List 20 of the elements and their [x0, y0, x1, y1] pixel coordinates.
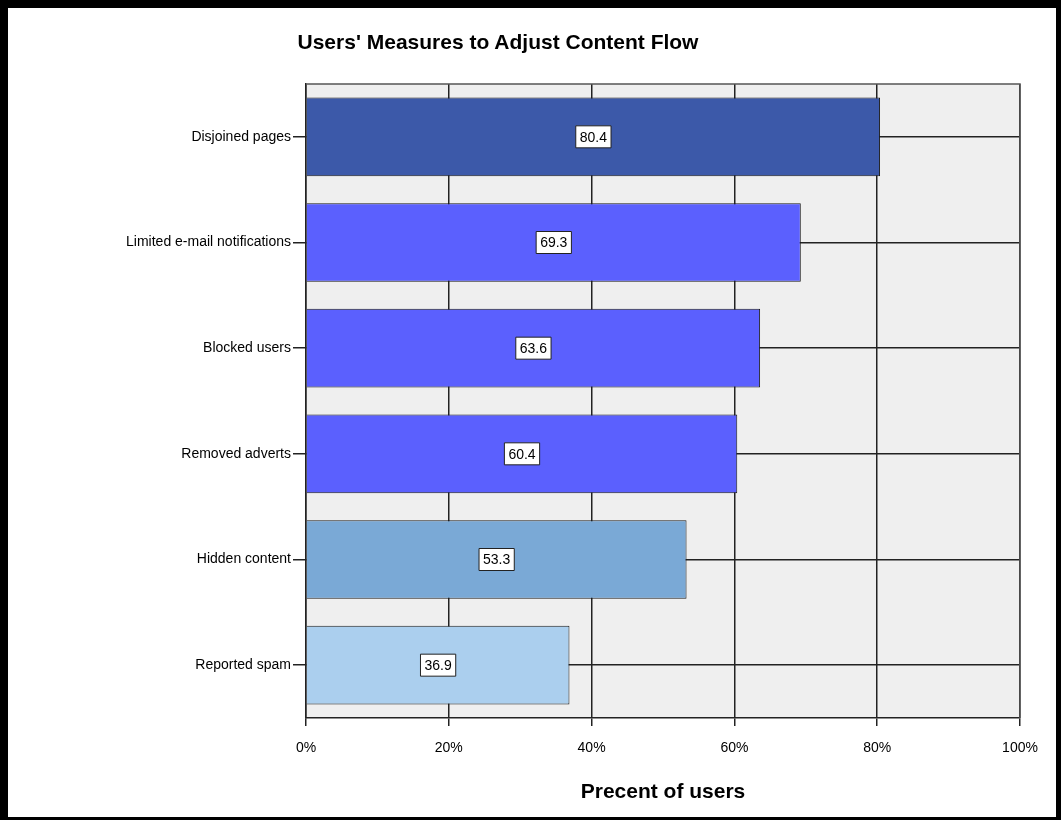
data-label: 53.3 [483, 551, 511, 568]
data-label: 36.9 [424, 657, 452, 674]
x-tick-label: 60% [720, 739, 749, 756]
data-label: 60.4 [508, 445, 536, 462]
x-tick-label: 40% [577, 739, 606, 756]
y-tick-label: Removed adverts [181, 444, 291, 461]
y-tick-label: Disjoined pages [191, 127, 291, 144]
data-label: 80.4 [579, 128, 608, 145]
data-label: 63.6 [519, 340, 548, 357]
y-tick-label: Hidden content [196, 550, 292, 567]
x-tick-label: 20% [434, 739, 463, 756]
x-tick-label: 0% [295, 739, 317, 756]
data-label: 69.3 [540, 234, 568, 251]
y-tick-label: Reported spam [195, 656, 291, 673]
x-tick-label: 80% [863, 739, 892, 756]
x-axis-title: Precent of users [580, 779, 746, 803]
chart-title: Users' Measures to Adjust Content Flow [296, 30, 700, 54]
y-tick-label: Blocked users [203, 339, 291, 356]
x-tick-label: 100% [1002, 739, 1038, 756]
y-tick-label: Limited e-mail notifications [126, 233, 291, 250]
